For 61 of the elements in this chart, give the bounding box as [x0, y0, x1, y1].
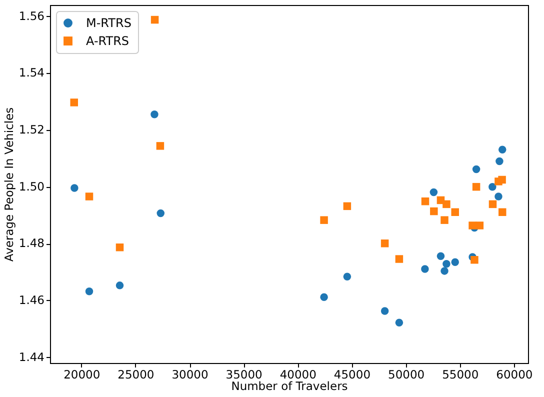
point: [488, 182, 496, 191]
point: [70, 98, 78, 106]
point: [70, 184, 78, 192]
point: [498, 208, 506, 216]
x-tick-label: 50000: [388, 368, 425, 382]
point: [395, 318, 404, 327]
y-tick-label: 1.44: [18, 350, 44, 364]
y-axis-title: Average People In Vehicles: [2, 107, 16, 262]
legend-label: M-RTRS: [86, 16, 132, 30]
y-tick-label: 1.52: [18, 122, 44, 137]
point: [320, 293, 328, 301]
point: [421, 197, 430, 206]
point: [498, 176, 506, 184]
point: [430, 188, 438, 196]
point: [440, 267, 448, 275]
point: [156, 142, 164, 150]
point: [451, 258, 459, 266]
point: [150, 16, 159, 24]
point: [421, 265, 429, 273]
point: [494, 192, 502, 200]
x-axis-title: Number of Travelers: [231, 379, 348, 393]
point: [430, 207, 438, 216]
y-tick-label: 1.46: [18, 292, 44, 307]
point: [320, 216, 328, 224]
point: [85, 288, 94, 296]
point: [442, 200, 450, 208]
y-tick-label: 1.50: [18, 179, 44, 194]
point: [116, 282, 124, 290]
point: [156, 209, 165, 218]
point: [472, 165, 480, 174]
point: [343, 272, 352, 280]
x-tick-label: 30000: [172, 368, 208, 382]
x-tick-label: 60000: [496, 368, 533, 382]
point: [395, 255, 404, 263]
x-tick-label: 55000: [442, 368, 479, 382]
point: [440, 216, 448, 224]
point: [380, 307, 389, 315]
point: [442, 260, 450, 268]
legend-label: A-RTRS: [86, 34, 130, 48]
point: [343, 202, 352, 210]
point: [476, 222, 484, 230]
x-tick-label: 40000: [280, 368, 316, 382]
point: [468, 222, 476, 230]
point: [472, 182, 480, 191]
y-tick-label: 1.54: [18, 66, 44, 80]
point: [150, 110, 158, 118]
x-tick-label: 45000: [334, 368, 371, 382]
point: [116, 243, 124, 252]
point: [470, 256, 478, 264]
point: [488, 200, 497, 208]
y-tick-label: 1.56: [18, 8, 44, 23]
point: [451, 208, 459, 216]
point: [436, 252, 445, 260]
point: [496, 157, 504, 166]
point: [380, 240, 389, 248]
point: [498, 146, 506, 154]
x-tick-label: 20000: [64, 368, 100, 382]
x-tick-label: 35000: [226, 368, 262, 382]
point: [85, 192, 94, 200]
x-tick-label: 25000: [118, 368, 154, 382]
y-tick-label: 1.48: [18, 236, 44, 250]
